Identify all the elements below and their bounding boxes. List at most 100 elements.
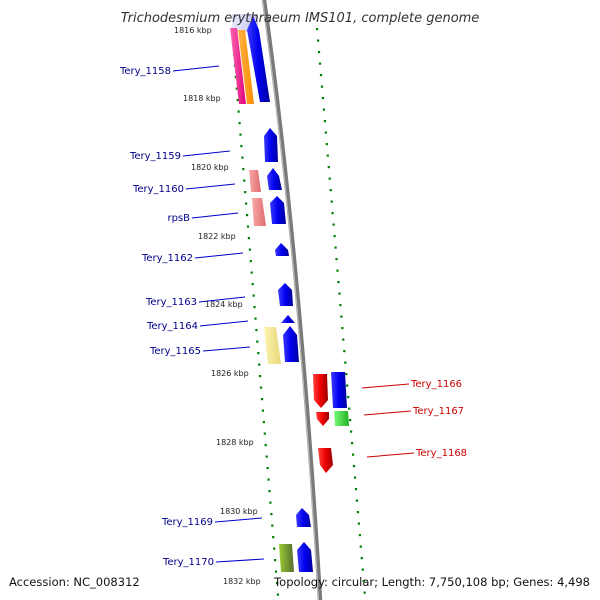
left-gene-labels: Tery_1158 Tery_1159 Tery_1160 rpsB Tery_… xyxy=(119,66,214,568)
magenta-highlight xyxy=(230,28,246,104)
track-dot xyxy=(317,51,321,54)
track-dot xyxy=(257,352,260,355)
track-dot xyxy=(357,522,360,525)
track-dot xyxy=(256,340,259,343)
gene-label[interactable]: Tery_1158 xyxy=(119,66,171,77)
track-dot xyxy=(270,513,273,516)
yellow-highlight xyxy=(264,327,281,364)
track-dot xyxy=(264,444,267,447)
track-dot xyxy=(360,557,363,560)
track-dot xyxy=(320,85,324,88)
green-highlight xyxy=(334,411,349,426)
track-dot xyxy=(338,292,341,295)
gene-arrow xyxy=(275,243,289,256)
track-dot xyxy=(260,386,263,389)
track-dot xyxy=(350,430,353,433)
track-dot xyxy=(333,235,336,238)
track-dot xyxy=(348,407,351,410)
track-dot xyxy=(245,202,248,205)
track-dot xyxy=(354,488,358,491)
track-dot xyxy=(344,361,347,364)
track-dot xyxy=(260,398,264,401)
track-dot xyxy=(352,453,355,456)
gene-arrow xyxy=(247,16,270,102)
track-dot xyxy=(248,248,251,251)
track-dot xyxy=(255,329,258,332)
orange-highlight xyxy=(238,30,254,104)
pink-highlight xyxy=(249,170,261,192)
track-dot xyxy=(329,189,332,192)
track-dot xyxy=(266,467,269,470)
gene-label[interactable]: Tery_1170 xyxy=(162,557,214,568)
track-dot xyxy=(325,143,328,146)
track-dot xyxy=(242,168,245,171)
gene-arrow xyxy=(264,128,278,162)
track-dot xyxy=(249,260,252,263)
gene-label[interactable]: Tery_1169 xyxy=(161,517,213,528)
gene-label[interactable]: Tery_1166 xyxy=(410,379,462,390)
page-title: Trichodesmium erythraeum IMS101, complet… xyxy=(121,11,480,26)
track-dot xyxy=(235,87,238,90)
track-dot xyxy=(363,591,366,594)
track-dot xyxy=(243,179,246,182)
gene-arrow xyxy=(296,508,311,527)
track-dot xyxy=(322,108,325,111)
gene-label[interactable]: rpsB xyxy=(167,213,190,224)
track-dot xyxy=(317,39,320,42)
gene-label[interactable]: Tery_1164 xyxy=(146,321,198,332)
kbp-label: 1824 kbp xyxy=(205,300,243,309)
track-dot xyxy=(340,315,343,318)
track-dot xyxy=(347,396,350,399)
gene-label[interactable]: Tery_1167 xyxy=(412,406,464,417)
kbp-label: 1816 kbp xyxy=(174,26,212,35)
kbp-label: 1818 kbp xyxy=(183,94,221,103)
track-dot xyxy=(339,304,342,307)
track-dot xyxy=(337,281,340,284)
track-dot xyxy=(358,534,361,537)
gene-arrow xyxy=(267,168,282,190)
track-dot xyxy=(271,524,274,527)
label-connectors xyxy=(172,65,415,563)
gene-label[interactable]: Tery_1163 xyxy=(145,297,197,308)
kbp-label: 1828 kbp xyxy=(216,438,254,447)
track-dot xyxy=(336,269,339,272)
guide-tracks xyxy=(231,28,366,596)
track-dot xyxy=(274,559,277,562)
kbp-label: 1820 kbp xyxy=(191,163,229,172)
track-dot xyxy=(252,294,255,297)
genome-summary-text: Topology: circular; Length: 7,750,108 bp… xyxy=(273,575,590,589)
track-dot xyxy=(345,373,348,376)
track-dot xyxy=(272,536,275,539)
track-dot xyxy=(265,455,268,458)
track-dot xyxy=(318,62,322,65)
track-dot xyxy=(253,306,256,309)
kbp-scale: 1816 kbp 1818 kbp 1820 kbp 1822 kbp 1824… xyxy=(174,26,261,586)
track-dot xyxy=(267,478,270,481)
track-dot xyxy=(334,246,337,249)
track-dot xyxy=(236,99,239,102)
track-dot xyxy=(356,511,359,514)
olive-highlight xyxy=(279,544,294,572)
track-dot xyxy=(332,223,335,226)
gene-arrow xyxy=(297,542,313,572)
track-dot xyxy=(362,580,365,583)
track-dot xyxy=(274,570,278,573)
track-dot xyxy=(246,225,250,228)
gene-label[interactable]: Tery_1162 xyxy=(141,253,193,264)
track-dot xyxy=(343,350,346,353)
gene-label[interactable]: Tery_1160 xyxy=(132,184,184,195)
track-dot xyxy=(330,200,333,203)
track-dot xyxy=(261,409,264,412)
track-dot xyxy=(238,122,241,125)
track-dot xyxy=(259,375,262,378)
track-dot xyxy=(341,327,344,330)
gene-label[interactable]: Tery_1159 xyxy=(129,151,181,162)
gene-arrow xyxy=(281,315,295,323)
gene-features xyxy=(230,14,349,572)
track-dot xyxy=(316,28,319,31)
gene-label[interactable]: Tery_1168 xyxy=(415,448,467,459)
track-dot xyxy=(240,145,243,148)
track-dot xyxy=(246,214,249,217)
gene-label[interactable]: Tery_1165 xyxy=(149,346,201,357)
